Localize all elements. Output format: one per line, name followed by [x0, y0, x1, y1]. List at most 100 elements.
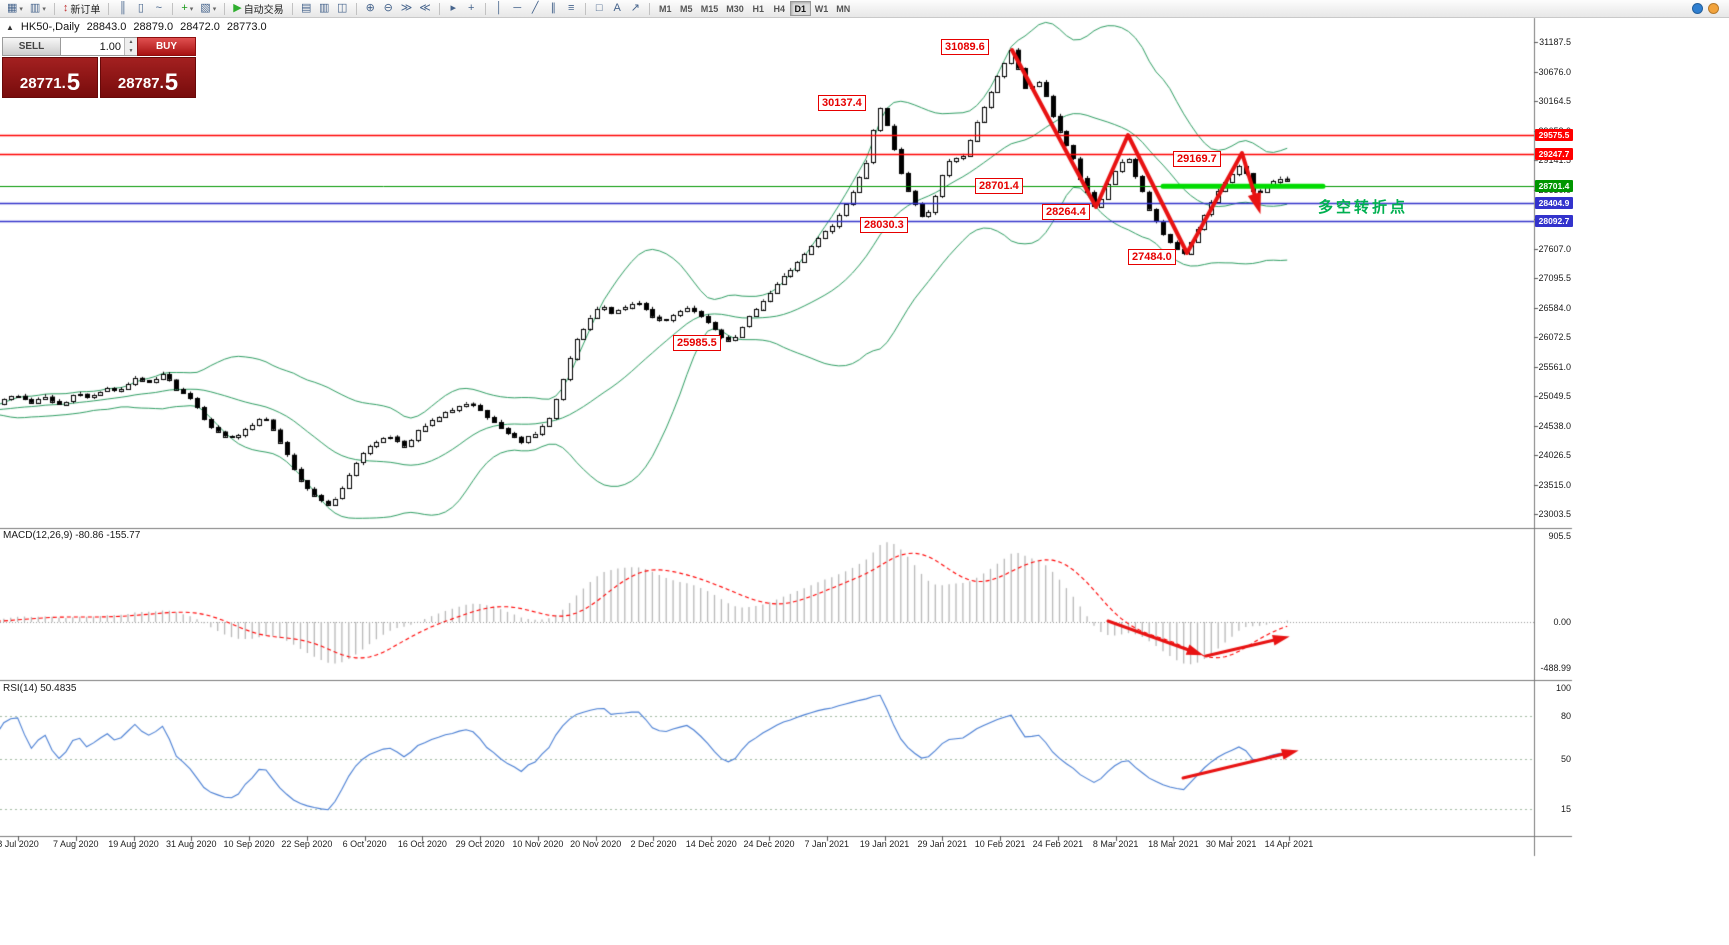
zoom-out-icon: ⊖	[383, 2, 393, 14]
tile-horizontal-button[interactable]: ▤	[298, 1, 315, 17]
channel-tool-icon: ∥	[550, 2, 556, 14]
zoom-in-icon: ⊕	[365, 2, 375, 14]
volume-input[interactable]	[61, 38, 124, 55]
toolbar-separator	[224, 2, 226, 15]
timeframe-h1-button[interactable]: H1	[752, 3, 764, 14]
auto-scroll-icon: ≫	[400, 2, 413, 14]
rsi-name: RSI(14)	[3, 683, 38, 694]
one-click-trading-panel: SELL ▲ ▼ BUY 28771.5 28787.5	[2, 37, 196, 98]
bar-chart-icon: ║	[118, 2, 127, 14]
caret-down-icon: ▾	[42, 5, 46, 13]
buy-tab[interactable]: BUY	[137, 37, 196, 56]
macd-values: -80.86 -155.77	[75, 530, 141, 541]
shapes-tool-icon: □	[595, 2, 603, 14]
line-chart-button[interactable]: ~	[150, 1, 167, 17]
trendline-tool-button[interactable]: ╱	[527, 1, 544, 17]
cursor-button[interactable]: ▸	[445, 1, 462, 17]
indicators-icon: +	[181, 2, 188, 14]
volume-up-button[interactable]: ▲	[125, 38, 137, 47]
new-order-label: 新订单	[70, 5, 101, 16]
sell-tab[interactable]: SELL	[2, 37, 61, 56]
profiles-button[interactable]: ▥ ▾	[27, 1, 49, 17]
zoom-out-button[interactable]: ⊖	[380, 1, 397, 17]
volume-spinner: ▲ ▼	[124, 38, 137, 55]
toolbar-separator	[53, 2, 55, 15]
timeframe-d1-button[interactable]: D1	[789, 1, 811, 16]
shapes-tool-button[interactable]: □	[591, 1, 608, 17]
cascade-windows-icon: ◫	[336, 2, 348, 14]
open-value: 28843.0	[86, 21, 127, 33]
symbol-period-label: HK50-,Daily	[20, 21, 80, 33]
chart-shift-button[interactable]: ≪	[416, 1, 434, 17]
new-chart-icon: ▦	[7, 2, 18, 14]
auto-trading-label: 自动交易	[243, 5, 284, 16]
ohlc-info: ▲ HK50-,Daily 28843.0 28879.0 28472.0 28…	[6, 21, 267, 33]
cascade-windows-button[interactable]: ◫	[334, 1, 351, 17]
crosshair-button[interactable]: +	[463, 1, 480, 17]
toolbar-separator	[108, 2, 110, 15]
caret-down-icon: ▾	[19, 5, 23, 13]
new-chart-button[interactable]: ▦ ▾	[4, 1, 26, 17]
tile-vertical-button[interactable]: ▥	[316, 1, 333, 17]
volume-down-button[interactable]: ▼	[125, 46, 137, 55]
high-value: 28879.0	[133, 21, 174, 33]
toolbar-separator	[172, 2, 174, 15]
vertical-line-tool-button[interactable]: │	[491, 1, 508, 17]
tile-vertical-icon: ▥	[318, 2, 330, 14]
templates-button[interactable]: ▧ ▾	[197, 1, 219, 17]
candlestick-chart-button[interactable]: ▯	[132, 1, 149, 17]
sell-price: 28771.	[19, 75, 66, 92]
fibonacci-tool-button[interactable]: ≡	[563, 1, 580, 17]
indicators-button[interactable]: + ▾	[178, 1, 196, 17]
timeframe-mn-button[interactable]: MN	[836, 3, 851, 14]
arrow-tool-icon: ↗	[630, 2, 640, 14]
alerts-icon[interactable]	[1708, 3, 1719, 14]
timeframe-h4-button[interactable]: H4	[773, 3, 785, 14]
new-order-button[interactable]: ↕ 新订单	[60, 1, 104, 17]
timeframe-w1-button[interactable]: W1	[814, 3, 829, 14]
crosshair-icon: +	[468, 2, 475, 14]
timeframe-m15-button[interactable]: M15	[700, 3, 719, 14]
toolbar-separator	[584, 2, 586, 15]
buy-price-pip: 5	[164, 69, 179, 96]
new-order-icon: ↕	[62, 2, 69, 14]
text-tool-button[interactable]: A	[609, 1, 626, 17]
chart-shift-icon: ≪	[419, 2, 431, 14]
horizontal-line-tool-button[interactable]: ─	[509, 1, 526, 17]
zoom-in-button[interactable]: ⊕	[362, 1, 379, 17]
buy-button[interactable]: 28787. 5	[100, 57, 196, 98]
auto-scroll-button[interactable]: ≫	[398, 1, 416, 17]
timeframe-toolbar: M1 M5 M15 M30 H1 H4 D1 W1 MN	[655, 1, 855, 16]
one-click-header: SELL ▲ ▼ BUY	[2, 37, 196, 56]
one-click-prices: 28771. 5 28787. 5	[2, 57, 196, 98]
auto-trading-button[interactable]: ▶ 自动交易	[230, 1, 286, 17]
buy-price: 28787.	[117, 75, 164, 92]
symbol-triangle-icon: ▲	[6, 22, 14, 32]
arrow-tool-button[interactable]: ↗	[627, 1, 644, 17]
toolbar-separator	[648, 2, 650, 15]
bar-chart-button[interactable]: ║	[114, 1, 131, 17]
low-value: 28472.0	[180, 21, 220, 33]
close-value: 28773.0	[226, 21, 267, 33]
toolbar-separator	[291, 2, 293, 15]
timeframe-m30-button[interactable]: M30	[726, 3, 744, 14]
profiles-icon: ▥	[29, 2, 41, 14]
fibonacci-tool-icon: ≡	[568, 2, 575, 14]
volume-box: ▲ ▼	[61, 37, 137, 56]
sell-button[interactable]: 28771. 5	[2, 57, 98, 98]
timeframe-m1-button[interactable]: M1	[658, 3, 672, 14]
toolbar-right-icons	[1692, 3, 1719, 14]
channel-tool-button[interactable]: ∥	[545, 1, 562, 17]
trendline-tool-icon: ╱	[531, 2, 539, 14]
timeframe-m5-button[interactable]: M5	[679, 3, 693, 14]
templates-icon: ▧	[200, 2, 211, 14]
community-icon[interactable]	[1692, 3, 1703, 14]
macd-name: MACD(12,26,9)	[3, 530, 73, 541]
vertical-line-tool-icon: │	[495, 2, 503, 14]
cursor-icon: ▸	[450, 2, 456, 14]
candlestick-chart-icon: ▯	[137, 2, 144, 14]
caret-down-icon: ▾	[212, 5, 217, 13]
line-chart-icon: ~	[155, 2, 163, 14]
turning-point-note[interactable]: 多空转折点	[1318, 199, 1409, 216]
